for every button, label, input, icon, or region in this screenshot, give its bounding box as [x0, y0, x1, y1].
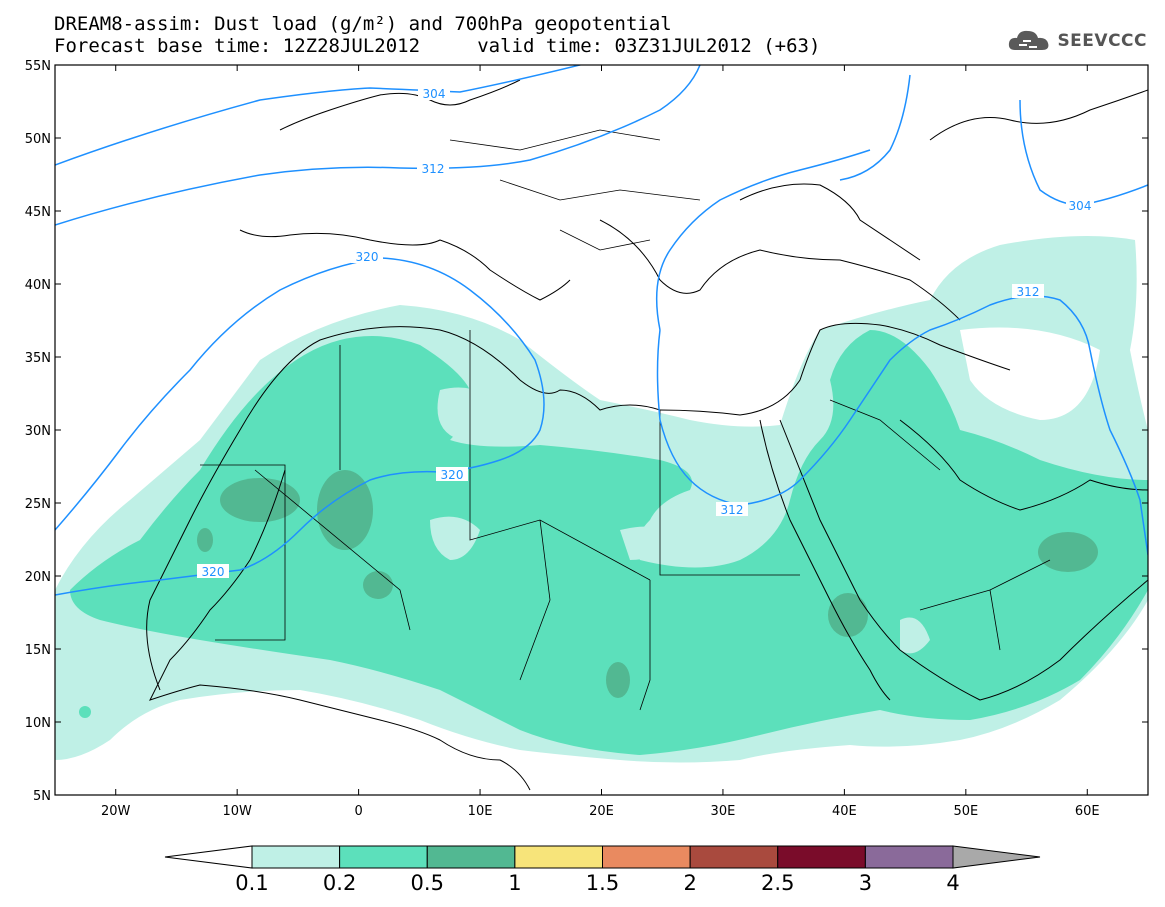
lat-tick-label: 45N	[25, 205, 51, 220]
colorbar: 0.1 0.2 0.5 1 1.5 2 2.5 3 4	[164, 845, 1041, 895]
seevccc-logo: SEEVCCC	[1007, 28, 1147, 54]
contour-label-320: 320	[356, 250, 379, 264]
lat-tick-label: 15N	[25, 643, 51, 658]
colorbar-over-triangle	[952, 845, 1041, 869]
contour-label-312: 312	[721, 503, 744, 517]
logo-text: SEEVCCC	[1057, 31, 1147, 51]
lon-tick-label: 0	[354, 804, 362, 819]
lon-tick-label: 60E	[1075, 804, 1100, 819]
colorbar-segment	[426, 845, 516, 869]
colorbar-segment	[514, 845, 603, 869]
lat-tick-label: 50N	[25, 132, 51, 147]
colorbar-segment	[602, 845, 691, 869]
map-subtitle: Forecast base time: 12Z28JUL2012 valid t…	[54, 35, 821, 57]
colorbar-tick-label: 0.1	[235, 871, 268, 895]
colorbar-tick-label: 0.5	[411, 871, 444, 895]
latitude-axis: 55N 50N 45N 40N 35N 30N 25N 20N 15N 10N 5N	[25, 59, 1148, 804]
map-plot-area: 304 312 320 320 320 312 312 304	[55, 65, 1148, 795]
lon-tick-label: 20W	[101, 804, 131, 819]
lon-tick-label: 30E	[711, 804, 736, 819]
lon-tick-label: 40E	[832, 804, 857, 819]
colorbar-tick-label: 2.5	[761, 871, 794, 895]
lat-tick-label: 40N	[25, 278, 51, 293]
lat-tick-label: 55N	[25, 59, 51, 74]
lat-tick-label: 10N	[25, 716, 51, 731]
coastlines	[146, 79, 1148, 791]
colorbar-tick-label: 1.5	[586, 871, 619, 895]
colorbar-segment	[339, 845, 428, 869]
lat-tick-label: 35N	[25, 351, 51, 366]
lat-tick-label: 25N	[25, 497, 51, 512]
colorbar-segment	[251, 845, 341, 869]
contour-label-304: 304	[1069, 199, 1092, 213]
colorbar-under-triangle	[164, 845, 253, 869]
colorbar-segment	[689, 845, 779, 869]
contour-label-304: 304	[423, 87, 446, 101]
cloud-icon	[1009, 30, 1049, 50]
dust-band-0.2	[70, 327, 1148, 755]
lat-tick-label: 5N	[33, 789, 51, 804]
longitude-axis: 20W 10W 0 10E 20E 30E 40E 50E 60E	[101, 65, 1100, 819]
contour-label-320: 320	[202, 565, 225, 579]
colorbar-segment	[777, 845, 866, 869]
dust-band-0.5	[197, 470, 1098, 698]
contour-label-320: 320	[441, 468, 464, 482]
contour-label-312: 312	[1017, 285, 1040, 299]
lon-tick-label: 50E	[953, 804, 978, 819]
lat-tick-label: 20N	[25, 570, 51, 585]
colorbar-tick-label: 1	[508, 871, 521, 895]
contour-labels: 304 312 320 320 320 312 312 304	[197, 86, 1094, 579]
contour-label-312: 312	[422, 162, 445, 176]
colorbar-tick-label: 3	[859, 871, 872, 895]
colorbar-segment	[864, 845, 954, 869]
lon-tick-label: 10E	[468, 804, 493, 819]
lat-tick-label: 30N	[25, 424, 51, 439]
colorbar-tick-label: 2	[683, 871, 696, 895]
lon-tick-label: 20E	[589, 804, 614, 819]
lon-tick-label: 10W	[222, 804, 252, 819]
colorbar-tick-label: 0.2	[323, 871, 356, 895]
country-borders	[200, 129, 1051, 711]
map-title: DREAM8-assim: Dust load (g/m²) and 700hP…	[54, 13, 672, 35]
colorbar-tick-label: 4	[946, 871, 959, 895]
